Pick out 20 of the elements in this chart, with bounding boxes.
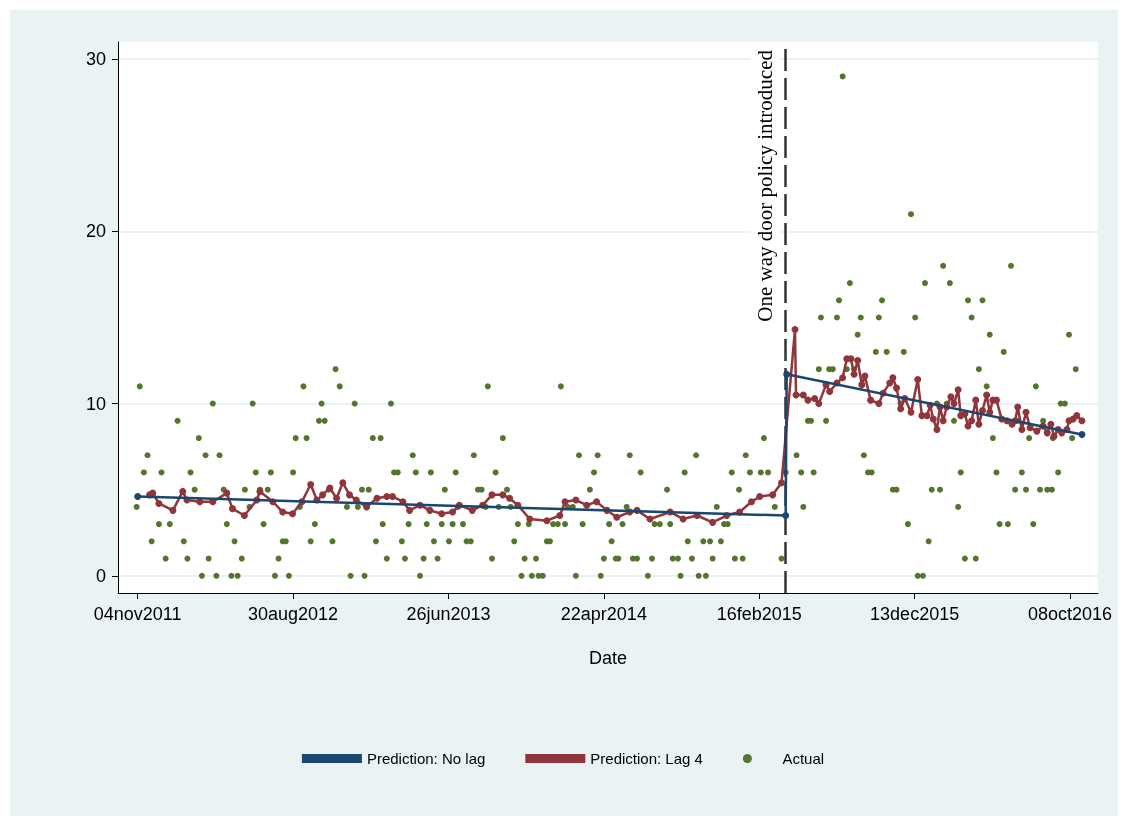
legend-label: Actual	[782, 750, 825, 767]
point	[782, 512, 790, 520]
point	[783, 370, 791, 378]
y-tick-label: 30	[85, 49, 106, 70]
y-tick-label: 0	[95, 565, 106, 586]
x-tick-label: 22apr2014	[560, 604, 647, 624]
x-tick-label: 04nov2011	[93, 604, 182, 624]
legend-label: Prediction: No lag	[366, 750, 486, 767]
point	[134, 493, 142, 501]
y-tick-label: 10	[85, 393, 106, 414]
x-tick-label: 08oct2016	[1027, 604, 1113, 624]
x-tick-label: 16feb2015	[716, 604, 802, 624]
x-axis-title: Date	[588, 648, 628, 668]
legend-label: Prediction: Lag 4	[590, 750, 703, 767]
point	[1078, 431, 1086, 439]
x-tick-label: 13dec2015	[870, 604, 960, 624]
ref-line-label: One way door policy introduced	[753, 49, 778, 322]
y-tick-label: 20	[85, 221, 106, 242]
x-tick-label: 26jun2013	[406, 604, 491, 624]
x-tick-label: 30aug2012	[248, 604, 339, 624]
